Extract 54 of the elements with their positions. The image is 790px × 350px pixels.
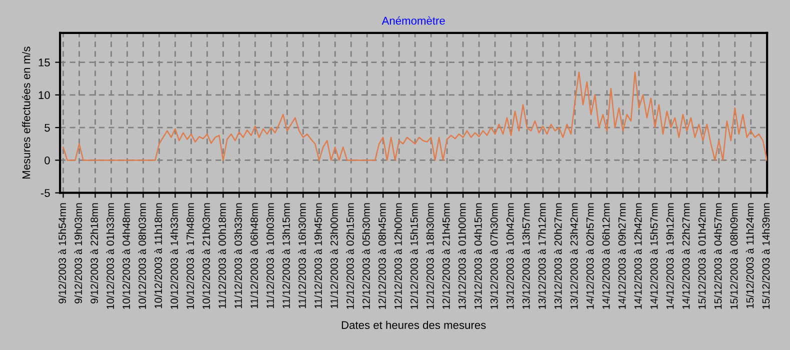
x-tick-label: 10/12/2003 à 14h33mn (170, 203, 178, 309)
x-tick-label: 11/12/2003 à 03h33mn (234, 203, 242, 308)
x-tick-label: 11/12/2003 à 19h45mn (314, 203, 322, 308)
x-tick-label: 11/12/2003 à 13h15mn (282, 203, 290, 308)
y-axis-title: Mesures effectuées en m/s (22, 46, 30, 179)
x-tick-label: 14/12/2003 à 06h12mn (602, 203, 610, 309)
x-tick-label: 12/12/2003 à 15h15mn (410, 203, 418, 309)
x-tick-label: 13/12/2003 à 17h12mn (538, 203, 546, 309)
x-tick-label: 12/12/2003 à 05h30mn (362, 203, 370, 309)
x-tick-label: 11/12/2003 à 23h00mn (330, 203, 338, 308)
x-tick-label: 11/12/2003 à 10h03mn (266, 203, 274, 308)
y-tick-label: -5 (40, 189, 50, 197)
x-tick-label: 10/12/2003 à 17h48mn (186, 203, 194, 309)
y-tick-label: 5 (44, 124, 50, 132)
x-tick-label: 14/12/2003 à 22h27mn (682, 203, 690, 309)
x-tick-label: 9/12/2003 à 19h03mn (74, 203, 82, 304)
x-tick-label: 15/12/2003 à 11h24mn (746, 203, 754, 308)
x-tick-label: 13/12/2003 à 13h57mn (522, 203, 530, 309)
x-tick-label: 10/12/2003 à 08h03mn (138, 203, 146, 309)
y-tick-label: 10 (38, 91, 50, 100)
x-tick-label: 10/12/2003 à 21h03mn (202, 203, 210, 309)
x-tick-label: 12/12/2003 à 02h15mn (346, 203, 354, 309)
x-tick-label: 10/12/2003 à 04h48mn (122, 203, 130, 309)
x-tick-label: 15/12/2003 à 01h42mn (698, 203, 706, 309)
x-tick-label: 15/12/2003 à 04h57mn (714, 203, 722, 309)
x-tick-label: 14/12/2003 à 09h27mn (618, 203, 626, 309)
x-tick-label: 14/12/2003 à 02h57mn (586, 203, 594, 309)
x-tick-label: 15/12/2003 à 14h39mn (762, 203, 770, 309)
x-tick-label: 9/12/2003 à 22h18mn (90, 203, 98, 304)
x-tick-label: 15/12/2003 à 08h09mn (730, 203, 738, 309)
x-tick-label: 13/12/2003 à 04h15mn (474, 203, 482, 309)
x-tick-label: 12/12/2003 à 18h30mn (426, 203, 434, 309)
x-tick-label: 11/12/2003 à 16h30mn (298, 203, 306, 308)
chart-title: Anémomètre (382, 16, 445, 25)
y-tick-label: 15 (38, 58, 50, 66)
x-tick-label: 12/12/2003 à 08h45mn (378, 203, 386, 309)
x-tick-label: 14/12/2003 à 15h57mn (650, 203, 658, 309)
x-tick-label: 10/12/2003 à 01h33mn (106, 203, 114, 309)
x-tick-label: 11/12/2003 à 00h18mn (218, 203, 226, 308)
x-tick-label: 12/12/2003 à 12h00mn (394, 203, 402, 309)
x-tick-label: 10/12/2003 à 11h18mn (154, 203, 162, 308)
x-tick-label: 12/12/2003 à 21h45mn (442, 203, 450, 309)
x-tick-label: 13/12/2003 à 01h00mn (458, 203, 466, 309)
x-tick-label: 14/12/2003 à 12h42mn (634, 203, 642, 309)
x-tick-label: 9/12/2003 à 15h54mn (58, 203, 66, 304)
x-tick-label: 13/12/2003 à 10h42mn (506, 203, 514, 309)
line-series (62, 71, 768, 161)
y-tick-label: 0 (44, 156, 50, 164)
x-axis-title: Dates et heures des mesures (342, 320, 486, 329)
x-tick-label: 13/12/2003 à 23h42mn (570, 203, 578, 309)
x-tick-label: 13/12/2003 à 07h30mn (490, 203, 498, 309)
x-tick-label: 11/12/2003 à 06h48mn (250, 203, 258, 308)
x-tick-label: 14/12/2003 à 19h12mn (666, 203, 674, 309)
x-tick-label: 13/12/2003 à 20h27mn (554, 203, 562, 309)
